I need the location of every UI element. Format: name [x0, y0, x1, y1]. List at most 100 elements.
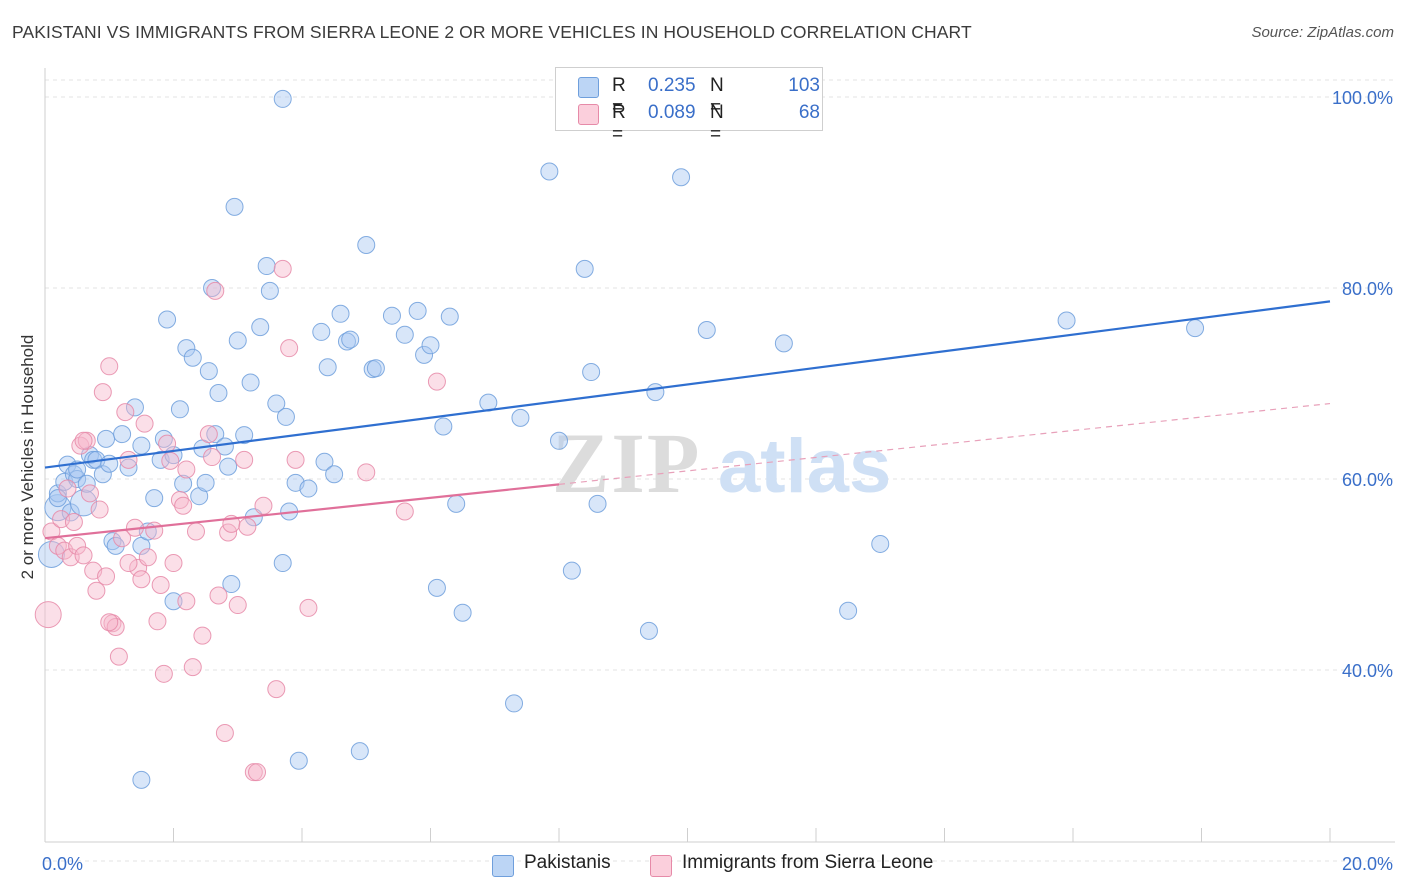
- point-pakistanis: [315, 452, 334, 471]
- point-pakistanis: [672, 168, 691, 187]
- bottom-legend-label: Immigrants from Sierra Leone: [682, 852, 934, 873]
- point-pakistanis: [434, 417, 453, 436]
- point-sierra-leone: [132, 570, 151, 589]
- legend-r-label: R =: [612, 102, 626, 145]
- bottom-legend-swatch-sierra-leone: [650, 855, 672, 877]
- point-pakistanis: [289, 751, 308, 770]
- point-pakistanis: [37, 540, 65, 568]
- point-pakistanis: [697, 321, 716, 340]
- watermark-atlas: atlas: [718, 424, 891, 509]
- point-pakistanis: [318, 358, 337, 377]
- point-sierra-leone: [186, 522, 205, 541]
- point-sierra-leone: [93, 383, 112, 402]
- point-sierra-leone: [299, 598, 318, 617]
- point-pakistanis: [427, 578, 446, 597]
- point-sierra-leone: [203, 448, 222, 467]
- tick-labels: 40.0% 60.0% 80.0% 100.0% 0.0% 20.0%: [42, 88, 1393, 874]
- point-sierra-leone: [254, 496, 273, 515]
- point-sierra-leone: [68, 536, 87, 555]
- point-pakistanis: [588, 494, 607, 513]
- point-sierra-leone: [154, 664, 173, 683]
- point-sierra-leone: [119, 554, 138, 573]
- point-pakistanis: [145, 489, 164, 508]
- point-sierra-leone: [80, 484, 99, 503]
- trend-lines: [44, 300, 1331, 540]
- point-sierra-leone: [151, 576, 170, 595]
- point-pakistanis: [196, 473, 215, 492]
- y-axis-label: 2 or more Vehicles in Household: [18, 335, 37, 580]
- point-sierra-leone: [238, 517, 257, 536]
- point-sierra-leone: [193, 626, 212, 645]
- point-sierra-leone: [161, 451, 180, 470]
- point-pakistanis: [774, 334, 793, 353]
- point-sierra-leone: [177, 592, 196, 611]
- point-pakistanis: [132, 770, 151, 789]
- point-sierra-leone: [74, 546, 93, 565]
- point-pakistanis: [839, 601, 858, 620]
- chart-title: PAKISTANI VS IMMIGRANTS FROM SIERRA LEON…: [12, 22, 972, 42]
- point-pakistanis: [158, 310, 177, 329]
- legend-swatch-pakistanis: [578, 77, 599, 98]
- point-sierra-leone: [64, 512, 83, 531]
- point-sierra-leone: [116, 403, 135, 422]
- point-pakistanis: [871, 534, 890, 553]
- point-pakistanis: [225, 197, 244, 216]
- point-sierra-leone: [148, 612, 167, 631]
- point-sierra-leone: [90, 500, 109, 519]
- point-sierra-leone: [71, 436, 90, 455]
- point-pakistanis: [267, 394, 286, 413]
- point-pakistanis: [251, 318, 270, 337]
- point-sierra-leone: [174, 496, 193, 515]
- point-sierra-leone: [158, 434, 177, 453]
- point-pakistanis: [325, 465, 344, 484]
- y-tick-label: 40.0%: [1342, 661, 1393, 681]
- legend-r-value: 0.089: [648, 102, 696, 123]
- chart-source: Source: ZipAtlas.com: [1251, 24, 1394, 41]
- trend-line-sierra-leone-extension: [558, 402, 1331, 485]
- legend-swatch-sierra-leone: [578, 104, 599, 125]
- x-tick-label: 20.0%: [1342, 854, 1393, 874]
- bottom-legend-label: Pakistanis: [524, 852, 611, 873]
- point-pakistanis: [235, 426, 254, 445]
- legend-n-label: N =: [710, 75, 724, 118]
- point-sierra-leone: [177, 460, 196, 479]
- point-pakistanis: [97, 429, 116, 448]
- point-pakistanis: [260, 281, 279, 300]
- point-pakistanis: [77, 474, 96, 493]
- point-sierra-leone: [74, 431, 93, 450]
- point-pakistanis: [511, 408, 530, 427]
- point-pakistanis: [350, 742, 369, 761]
- point-sierra-leone: [58, 479, 77, 498]
- axes: [44, 68, 1395, 843]
- point-sierra-leone: [135, 414, 154, 433]
- y-tick-label: 100.0%: [1332, 88, 1393, 108]
- point-pakistanis: [113, 425, 132, 444]
- point-sierra-leone: [199, 425, 218, 444]
- point-sierra-leone: [100, 613, 119, 632]
- point-sierra-leone: [183, 658, 202, 677]
- point-pakistanis: [125, 398, 144, 417]
- point-pakistanis: [453, 603, 472, 622]
- bottom-legend-swatch-pakistanis: [492, 855, 514, 877]
- trend-line-pakistanis: [44, 300, 1331, 469]
- point-sierra-leone: [280, 339, 299, 358]
- legend-r-value: 0.235: [648, 75, 696, 96]
- point-pakistanis: [447, 494, 466, 513]
- point-pakistanis: [215, 437, 234, 456]
- point-pakistanis: [48, 484, 67, 503]
- point-pakistanis: [276, 407, 295, 426]
- point-pakistanis: [183, 348, 202, 367]
- point-pakistanis: [562, 561, 581, 580]
- point-pakistanis: [68, 470, 87, 488]
- point-pakistanis: [582, 363, 601, 382]
- point-pakistanis: [170, 400, 189, 419]
- point-pakistanis: [415, 345, 434, 364]
- trend-line-sierra-leone: [44, 483, 560, 540]
- point-sierra-leone: [97, 567, 116, 586]
- point-pakistanis: [540, 162, 559, 181]
- point-pakistanis: [93, 465, 112, 484]
- point-pakistanis: [203, 279, 222, 297]
- point-pakistanis: [209, 384, 228, 403]
- point-sierra-leone: [106, 618, 125, 637]
